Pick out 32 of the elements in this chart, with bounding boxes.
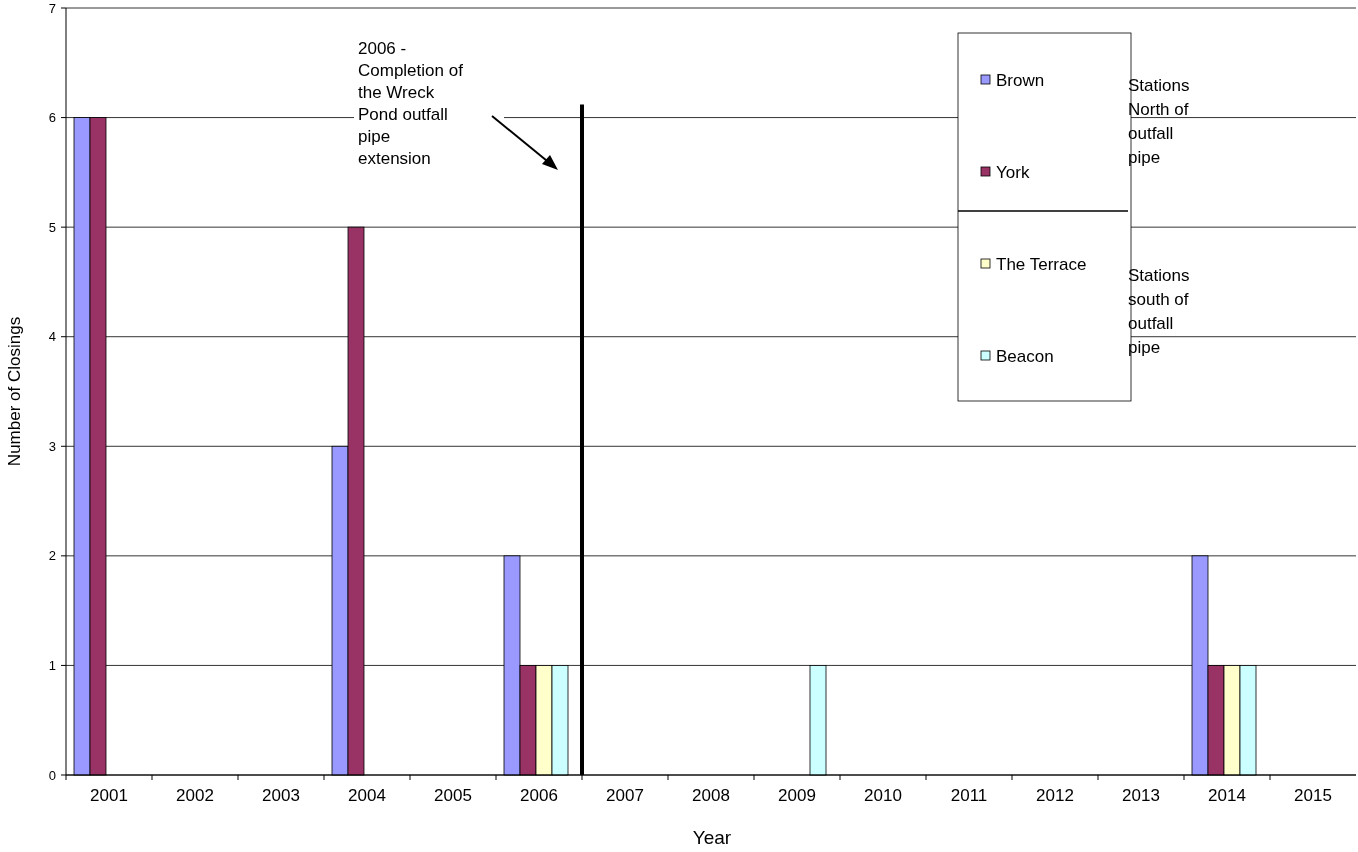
y-tick-label: 4 bbox=[48, 329, 56, 345]
x-tick-label: 2008 bbox=[692, 786, 730, 805]
legend-label: Beacon bbox=[996, 346, 1054, 366]
y-tick-label: 3 bbox=[48, 438, 56, 454]
x-tick-label: 2009 bbox=[778, 786, 816, 805]
x-tick-label: 2006 bbox=[520, 786, 558, 805]
y-tick-label: 5 bbox=[48, 219, 56, 235]
x-tick-label: 2003 bbox=[262, 786, 300, 805]
x-tick-label: 2015 bbox=[1294, 786, 1332, 805]
legend-label: Brown bbox=[996, 70, 1045, 90]
x-tick-label: 2011 bbox=[950, 786, 988, 805]
y-tick-label: 1 bbox=[48, 657, 56, 673]
y-tick-label: 7 bbox=[48, 0, 56, 16]
y-tick-label: 0 bbox=[48, 767, 56, 783]
x-tick-label: 2001 bbox=[90, 786, 128, 805]
x-tick-label: 2010 bbox=[864, 786, 902, 805]
annotation: 2006 - Completion of the Wreck Pond outfall pipe extension bbox=[358, 39, 464, 168]
legend-label: York bbox=[996, 162, 1030, 182]
x-tick-label: 2004 bbox=[348, 786, 386, 805]
y-axis-title: Number of Closings bbox=[5, 316, 24, 467]
y-tick-label: 6 bbox=[48, 110, 56, 126]
x-tick-label: 2014 bbox=[1208, 786, 1246, 805]
x-tick-label: 2002 bbox=[176, 786, 214, 805]
y-tick-label: 2 bbox=[48, 548, 56, 564]
x-axis-title: Year bbox=[692, 827, 732, 848]
x-tick-label: 2013 bbox=[1122, 786, 1160, 805]
legend-label: The Terrace bbox=[996, 254, 1087, 274]
x-tick-label: 2005 bbox=[434, 786, 472, 805]
x-tick-label: 2012 bbox=[1036, 786, 1074, 805]
annotation: Stations North of outfall pipe bbox=[1128, 76, 1190, 167]
annotation: Stations south of outfall pipe bbox=[1128, 266, 1190, 357]
x-tick-label: 2007 bbox=[606, 786, 644, 805]
